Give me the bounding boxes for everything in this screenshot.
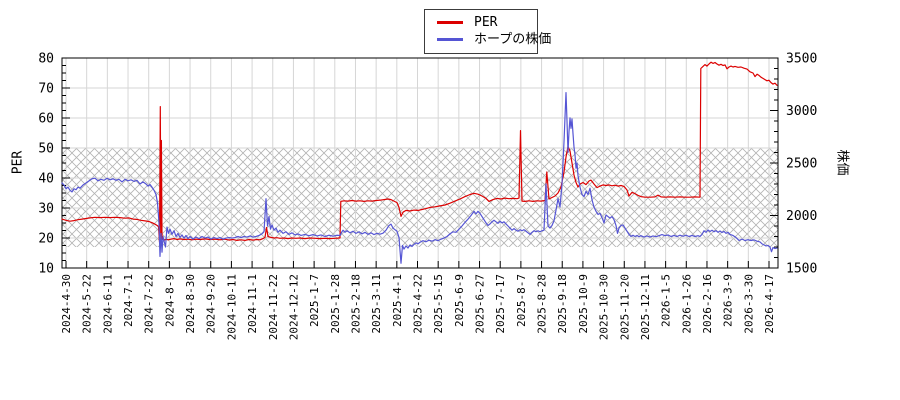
legend-item-stock-price: ホープの株価: [425, 31, 551, 48]
x-tick-label: 2025-2-18: [349, 274, 362, 334]
x-tick-label: 2024-5-22: [81, 274, 94, 334]
x-tick-label: 2024-11-22: [267, 274, 280, 340]
x-tick-label: 2025-1-28: [329, 274, 342, 334]
x-tick-label: 2024-7-1: [122, 274, 135, 327]
y-right-tick-label: 2000: [786, 209, 817, 224]
x-tick-label: 2025-9-18: [556, 274, 569, 334]
y-right-tick-label: 1500: [786, 262, 817, 277]
y-right-tick-label: 3000: [786, 104, 817, 119]
stock-line-swatch: [437, 38, 463, 41]
y-right-tick-label: 3500: [786, 52, 817, 67]
x-tick-label: 2025-10-9: [577, 274, 590, 334]
x-tick-label: 2026-3-9: [722, 274, 735, 327]
y-right-axis-title: 株価: [834, 149, 850, 176]
y-left-tick-label: 60: [38, 112, 54, 127]
x-tick-label: 2026-1-26: [680, 274, 693, 334]
x-tick-label: 2025-8-7: [515, 274, 528, 327]
x-tick-label: 2025-3-11: [370, 274, 383, 334]
x-tick-label: 2024-6-11: [101, 274, 114, 334]
x-tick-label: 2025-8-28: [536, 274, 549, 334]
x-tick-label: 2026-4-17: [763, 274, 776, 334]
hatch-band: [62, 148, 778, 247]
x-tick-label: 2024-12-12: [287, 274, 300, 340]
x-tick-label: 2026-2-16: [701, 274, 714, 334]
y-left-tick-label: 70: [38, 82, 54, 97]
x-tick-label: 2024-10-11: [225, 274, 238, 340]
stock-price-series-line: [61, 92, 778, 264]
x-tick-label: 2025-6-27: [474, 274, 487, 334]
y-left-tick-label: 80: [38, 52, 54, 67]
legend-label-per: PER: [474, 15, 498, 30]
x-tick-label: 2026-1-5: [660, 274, 673, 327]
x-tick-label: 2024-8-9: [163, 274, 176, 327]
x-tick-label: 2025-6-9: [453, 274, 466, 327]
per-series-line: [61, 61, 778, 243]
y-left-tick-label: 20: [38, 232, 54, 247]
y-left-tick-label: 50: [38, 142, 54, 157]
x-tick-label: 2026-3-30: [742, 274, 755, 334]
chart-legend: PER ホープの株価: [424, 9, 551, 54]
x-tick-label: 2025-10-30: [598, 274, 611, 340]
y-left-tick-label: 40: [38, 172, 54, 187]
x-tick-label: 2025-5-15: [432, 274, 445, 334]
y-left-tick-label: 10: [38, 262, 54, 277]
x-tick-label: 2024-11-1: [246, 274, 259, 334]
legend-item-per: PER: [425, 14, 537, 31]
x-tick-label: 2025-12-11: [639, 274, 652, 340]
x-tick-label: 2024-7-22: [143, 274, 156, 334]
x-tick-label: 2025-4-22: [412, 274, 425, 334]
x-tick-label: 2024-4-30: [60, 274, 73, 334]
x-tick-label: 2025-4-1: [391, 274, 404, 327]
legend-label-stock-price: ホープの株価: [474, 32, 552, 47]
x-tick-label: 2025-11-20: [618, 274, 631, 340]
y-left-tick-label: 30: [38, 202, 54, 217]
x-tick-label: 2025-7-17: [494, 274, 507, 334]
x-tick-label: 2024-9-20: [205, 274, 218, 334]
x-tick-label: 2025-1-7: [308, 274, 321, 327]
y-left-axis-title: PER: [10, 150, 26, 175]
per-line-swatch: [437, 21, 463, 24]
x-tick-label: 2024-8-30: [184, 274, 197, 334]
y-right-tick-label: 2500: [786, 157, 817, 172]
